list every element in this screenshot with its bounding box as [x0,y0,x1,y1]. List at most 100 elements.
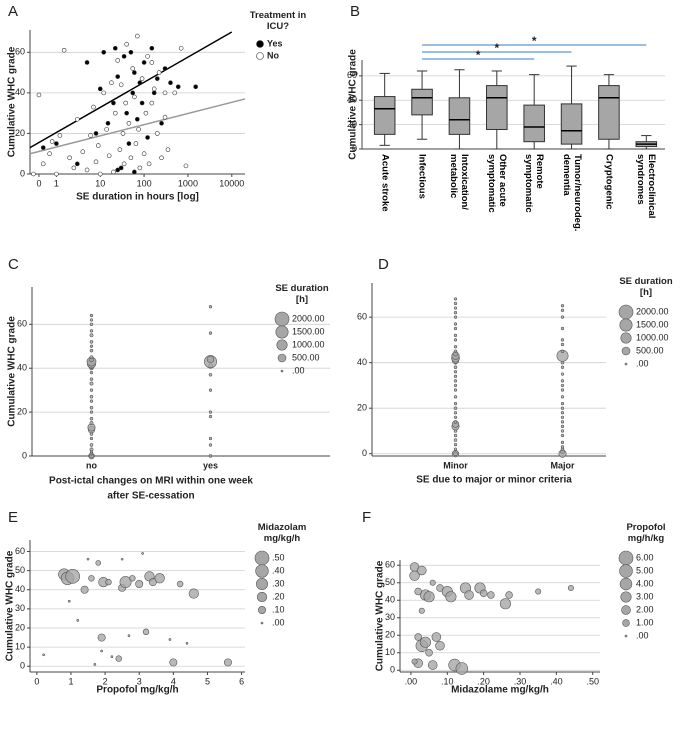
x-tick-label: Intoxication/ metabolic [448,154,471,210]
x-tick-label: Other acute symptomatic [485,154,508,213]
bubble [208,454,213,458]
point [168,80,173,86]
bubble [208,388,213,392]
y-axis-title: Cumulative WHC grade [348,49,359,160]
point [139,100,145,106]
point [128,50,134,55]
bubble [560,415,565,419]
point [124,110,129,116]
bubble [453,379,458,383]
bubble [560,349,565,354]
bubble [453,370,458,374]
point [175,84,181,90]
legend-label: .10 [272,604,285,614]
bubble [89,340,94,344]
bubble [453,388,458,392]
bubble [464,590,474,600]
legend-label: 4.00 [636,578,654,588]
y-tick-label: 40 [15,584,25,594]
point [84,167,90,173]
point [137,165,143,171]
y-tick-label: 40 [347,95,357,105]
bubble [560,440,565,444]
bubble [418,607,425,614]
legend-bubble [618,304,634,320]
bubble [535,588,542,595]
legend-bubble [619,318,633,332]
legend-marker [256,52,264,60]
x-tick-label: 0 [34,676,39,686]
bubble [560,420,565,424]
legend-bubble [620,332,632,344]
x-tick-label: no [86,460,97,470]
bubble [453,406,458,410]
point [162,90,168,96]
bubble [560,342,565,347]
legend-bubble [274,311,290,327]
bubble [560,326,565,331]
y-tick-label: 40 [15,87,25,97]
y-axis-title: Cumulative WHC grade [7,46,18,157]
legend-bubble [255,564,269,578]
x-tick-label: 100 [137,178,152,188]
point [31,171,36,177]
box [523,104,545,143]
bubble [89,410,94,414]
bubble [89,377,94,381]
bubble [119,576,132,589]
point [75,161,80,167]
bubble [453,433,458,438]
x-tick-label: 6 [239,676,244,686]
legend-label: .20 [272,591,285,601]
point [124,41,129,47]
bubble [560,383,565,388]
point [141,60,147,65]
x-tick-label: 4 [171,676,176,686]
bubble [560,372,565,376]
point [162,114,168,120]
bubble [89,370,94,375]
bubble [206,355,215,364]
bubble [89,395,94,399]
x-tick-label: .30 [514,676,527,686]
bubble [97,633,106,642]
bubble [431,632,442,642]
point [57,133,63,138]
point [101,50,107,55]
bubble [560,308,565,312]
x-tick-label: Electroclinical syndromes [635,154,658,219]
y-tick-label: 0 [390,665,395,675]
legend-label: 500.00 [292,352,320,362]
y-tick-label: 30 [385,612,395,622]
legend-bubble [280,369,284,373]
bubble [89,313,94,318]
bubble [560,304,565,308]
panel-label: D [378,256,389,273]
bubble [89,322,94,327]
bubble [223,658,232,667]
legend-label: 1500.00 [292,326,325,336]
point [193,84,198,90]
bubble [429,579,436,586]
bubble [560,424,565,429]
bubble [142,628,150,636]
point [162,66,168,71]
point [132,169,137,175]
bubble [208,443,213,447]
point [143,110,149,116]
bubble [65,569,80,584]
bubble [560,429,565,433]
y-tick-label: 0 [362,448,367,458]
legend-bubble [276,339,288,351]
bubble [567,584,574,592]
point [93,131,99,136]
point [151,86,157,92]
bubble [86,557,90,561]
bubble [453,322,458,326]
bubble [453,402,458,406]
x-tick-label: yes [203,460,218,470]
point [136,127,141,132]
bubble [423,591,435,603]
bubble [411,658,418,665]
